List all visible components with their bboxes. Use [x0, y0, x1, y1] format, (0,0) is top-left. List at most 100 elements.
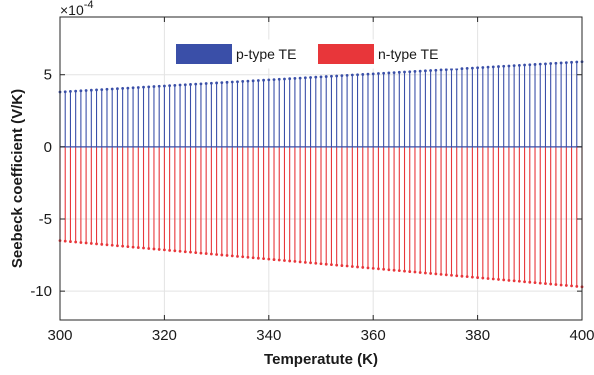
bar-cap-n-type — [361, 266, 365, 269]
bar-cap-p-type — [491, 65, 495, 69]
bar-cap-n-type — [455, 274, 459, 278]
legend-label-p-type: p-type TE — [236, 46, 296, 62]
bar-cap-p-type — [575, 60, 579, 64]
bar-cap-p-type — [230, 80, 234, 84]
bar-cap-n-type — [116, 244, 119, 248]
bar-cap-p-type — [215, 81, 219, 85]
bar-cap-p-type — [163, 84, 166, 88]
bar-cap-n-type — [377, 267, 380, 271]
legend-label-n-type: n-type TE — [378, 46, 438, 62]
bar-cap-p-type — [324, 75, 328, 78]
bar-cap-p-type — [131, 86, 135, 90]
bar-cap-p-type — [502, 64, 506, 68]
bar-cap-p-type — [476, 66, 479, 70]
bar-cap-n-type — [152, 247, 156, 251]
bar-cap-n-type — [538, 281, 542, 285]
bar-cap-n-type — [424, 271, 427, 275]
bar-cap-p-type — [262, 78, 265, 82]
bar-cap-p-type — [460, 67, 464, 71]
bar-cap-p-type — [450, 67, 453, 71]
bar-cap-p-type — [559, 61, 563, 65]
x-tick-label: 380 — [465, 327, 490, 344]
bar-cap-p-type — [549, 62, 553, 65]
bar-cap-n-type — [136, 246, 140, 249]
bar-cap-n-type — [408, 270, 412, 273]
bar-cap-p-type — [293, 76, 297, 80]
bar-cap-n-type — [486, 277, 490, 280]
bar-cap-n-type — [194, 251, 198, 255]
bar-cap-p-type — [178, 83, 182, 87]
bar-cap-p-type — [345, 73, 349, 77]
bar-cap-n-type — [507, 278, 511, 282]
bar-cap-n-type — [549, 282, 553, 286]
bar-cap-p-type — [528, 63, 532, 67]
bar-cap-p-type — [523, 63, 526, 67]
bar-cap-n-type — [319, 262, 323, 266]
bar-cap-n-type — [413, 270, 417, 274]
bar-cap-n-type — [267, 257, 271, 261]
bar-cap-n-type — [324, 262, 328, 266]
bar-cap-p-type — [241, 80, 245, 83]
bar-cap-p-type — [157, 84, 161, 88]
bar-cap-p-type — [298, 76, 302, 80]
bar-cap-p-type — [194, 82, 198, 86]
bar-cap-n-type — [84, 241, 88, 245]
y-tick-label: 0 — [44, 139, 52, 156]
bar-cap-n-type — [236, 254, 239, 258]
bar-cap-p-type — [538, 62, 542, 66]
bar-cap-n-type — [283, 259, 286, 262]
bar-cap-p-type — [236, 80, 239, 84]
bar-cap-n-type — [215, 253, 219, 256]
bar-cap-p-type — [361, 73, 365, 76]
bar-cap-n-type — [142, 246, 145, 250]
bar-cap-n-type — [434, 272, 438, 276]
bar-cap-n-type — [293, 260, 297, 263]
bar-cap-p-type — [303, 76, 307, 80]
bar-cap-n-type — [356, 265, 359, 269]
bar-cap-n-type — [392, 268, 396, 272]
bar-cap-p-type — [470, 66, 474, 70]
bar-cap-n-type — [403, 269, 406, 273]
bar-cap-n-type — [314, 261, 318, 265]
bar-cap-n-type — [69, 240, 72, 243]
y-axis-title: Seebeck coefficient (V/K) — [9, 89, 26, 268]
bar-cap-n-type — [470, 275, 474, 279]
bar-cap-p-type — [350, 73, 354, 77]
bar-cap-p-type — [89, 88, 93, 92]
bar-cap-n-type — [204, 252, 208, 255]
bar-cap-p-type — [84, 89, 88, 92]
bar-cap-n-type — [309, 261, 312, 265]
bar-cap-n-type — [575, 284, 579, 288]
bar-cap-p-type — [330, 74, 333, 78]
bar-cap-n-type — [220, 253, 224, 257]
bar-cap-p-type — [225, 80, 229, 84]
bar-cap-n-type — [157, 248, 161, 251]
bar-cap-p-type — [371, 72, 375, 76]
bar-cap-p-type — [95, 88, 98, 92]
bar-cap-n-type — [89, 242, 93, 245]
bar-cap-n-type — [497, 278, 500, 281]
bar-cap-n-type — [225, 254, 229, 257]
bar-cap-p-type — [142, 85, 145, 89]
bar-cap-n-type — [105, 243, 109, 247]
bar-cap-n-type — [429, 272, 433, 275]
bar-cap-p-type — [424, 69, 427, 73]
bar-cap-n-type — [79, 241, 83, 244]
bar-cap-n-type — [303, 260, 307, 264]
bar-cap-n-type — [209, 252, 213, 256]
bar-cap-n-type — [523, 280, 526, 284]
plot-frame — [59, 16, 583, 321]
bar-cap-p-type — [110, 87, 114, 91]
bar-cap-n-type — [163, 248, 166, 252]
bar-cap-n-type — [100, 242, 104, 246]
bar-cap-p-type — [512, 64, 516, 68]
bar-cap-n-type — [366, 266, 370, 270]
bar-cap-p-type — [497, 65, 500, 68]
bar-cap-p-type — [288, 77, 292, 81]
bar-cap-p-type — [486, 65, 490, 69]
bar-cap-n-type — [335, 263, 339, 267]
bar-cap-n-type — [397, 269, 401, 273]
bar-cap-p-type — [183, 83, 187, 87]
bar-cap-p-type — [533, 63, 537, 66]
